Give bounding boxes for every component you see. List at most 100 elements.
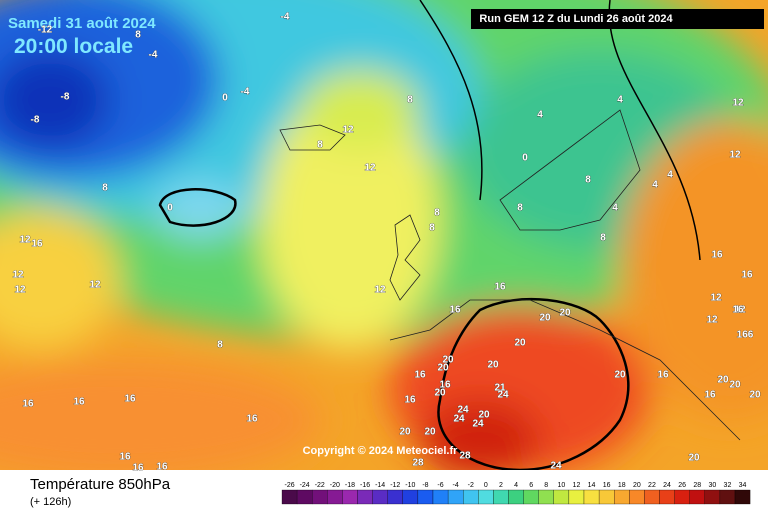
legend-tick-label: -22 [315, 482, 325, 489]
legend-swatch [417, 489, 434, 505]
contour-label: 8 [600, 233, 606, 244]
contour-label: 16 [711, 250, 723, 261]
legend-swatch [553, 489, 570, 505]
contour-label: 16 [132, 463, 144, 474]
contour-label: 8 [434, 208, 440, 219]
legend-swatch [659, 489, 675, 505]
run-label: Run GEM 12 Z du Lundi 26 août 2024 [479, 13, 673, 25]
contour-label: 12 [734, 305, 746, 316]
legend-tick-label: -2 [468, 482, 474, 489]
contour-label: 16 [449, 305, 461, 316]
contour-label: 4 [617, 95, 623, 106]
legend-tick-label: 6 [529, 482, 533, 489]
legend-tick-label: 14 [588, 482, 596, 489]
contour-label: 12 [710, 293, 722, 304]
legend-swatch [598, 489, 615, 505]
legend-tick-label: 4 [514, 482, 518, 489]
contour-label: 12 [12, 270, 24, 281]
legend-swatch [357, 489, 373, 505]
legend-tick-label: 8 [544, 482, 548, 489]
legend-tick-label: -20 [330, 482, 340, 489]
contour-label: 16 [119, 452, 131, 463]
contour-label: 24 [550, 461, 562, 472]
contour-label: 166 [737, 330, 754, 341]
contour-label: 20 [729, 380, 741, 391]
contour-label: 0 [522, 153, 528, 164]
contour-label: 28 [412, 458, 424, 469]
contour-label: 8 [135, 30, 141, 41]
legend-tick-label: 2 [499, 482, 503, 489]
contour-label: 4 [612, 203, 618, 214]
contour-label: 12 [14, 285, 26, 296]
contour-label: 20 [434, 388, 446, 399]
contour-label: -12 [38, 25, 53, 36]
legend-tick-label: 24 [663, 482, 671, 489]
contour-label: 8 [429, 223, 435, 234]
contour-label: -8 [31, 115, 40, 126]
contour-label: 12 [89, 280, 101, 291]
legend-swatch [704, 489, 721, 505]
legend-swatch [689, 489, 705, 505]
map [0, 0, 768, 470]
contour-label: 20 [399, 427, 411, 438]
legend-swatch [734, 489, 751, 505]
legend-tick-label: 22 [648, 482, 656, 489]
legend-swatch [432, 489, 449, 505]
contour-label: -4 [281, 12, 290, 23]
legend-swatch [447, 489, 464, 505]
legend-tick-label: -24 [300, 482, 310, 489]
contour-label: 16 [732, 305, 744, 316]
contour-label: 20 [487, 360, 499, 371]
legend-tick-label: -14 [375, 482, 385, 489]
legend-swatch [644, 489, 660, 505]
legend-swatch [402, 489, 419, 505]
legend-tick-label: 34 [739, 482, 747, 489]
date-label: Samedi 31 août 2024 [8, 15, 156, 32]
contour-label: 20 [478, 410, 490, 421]
legend-swatch [342, 489, 358, 505]
legend-tick-label: 32 [724, 482, 732, 489]
legend-swatch [614, 489, 630, 505]
contour-label: 16 [414, 370, 426, 381]
legend-tick-label: 18 [618, 482, 626, 489]
legend-swatch [387, 489, 403, 505]
legend-swatch [508, 489, 524, 505]
contour-label: 16 [22, 399, 34, 410]
contour-label: 20 [717, 375, 729, 386]
legend-swatch [629, 489, 645, 505]
contour-label: 20 [559, 308, 571, 319]
legend-swatch [296, 489, 313, 505]
contour-label: 8 [517, 203, 523, 214]
contour-label: 8 [585, 175, 591, 186]
legend-tick-label: -18 [345, 482, 355, 489]
legend-tick-label: 30 [708, 482, 716, 489]
legend-tick-label: -26 [284, 482, 294, 489]
legend-tick-label: -10 [405, 482, 415, 489]
contour-label: 20 [442, 355, 454, 366]
contour-label: 28 [459, 451, 471, 462]
legend-tick-label: 26 [678, 482, 686, 489]
legend-swatch [568, 489, 585, 505]
contour-label: 20 [514, 338, 526, 349]
contour-label: 20 [749, 390, 761, 401]
copyright: Copyright © 2024 Meteociel.fr [303, 445, 459, 457]
contour-label: 16 [246, 414, 258, 425]
legend-tick-label: -4 [453, 482, 459, 489]
legend-tick-label: 12 [573, 482, 581, 489]
legend-tick-label: 0 [484, 482, 488, 489]
contour-label: -8 [61, 92, 70, 103]
contour-label: 16 [404, 395, 416, 406]
contour-label: 4 [667, 170, 673, 181]
contour-label: 16 [657, 370, 669, 381]
contour-label: 4 [652, 180, 658, 191]
legend-tick-label: -6 [437, 482, 443, 489]
legend-swatch [281, 489, 298, 505]
contour-label: 0 [167, 203, 173, 214]
legend-swatch [312, 489, 328, 505]
contour-label: 16 [156, 462, 168, 473]
legend-swatch [719, 489, 736, 505]
contour-label: 16 [704, 390, 716, 401]
legend-tick-label: 20 [633, 482, 641, 489]
contour-label: 16 [73, 397, 85, 408]
